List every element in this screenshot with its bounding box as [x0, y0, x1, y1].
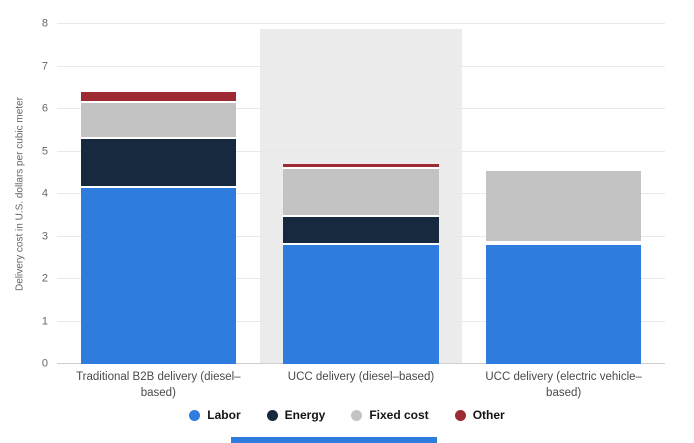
y-tick-label: 2: [41, 272, 48, 285]
legend-dot-fixed-cost: [351, 409, 363, 421]
bar-segment-other[interactable]: [80, 92, 237, 103]
bar-segment-fixed-cost[interactable]: [80, 102, 237, 139]
y-tick-label: 8: [41, 17, 48, 30]
legend-label: Labor: [207, 408, 241, 422]
x-axis-label: UCC delivery (diesel–based): [287, 371, 435, 383]
bar-segment-other[interactable]: [485, 168, 642, 171]
legend-item-other[interactable]: Other: [454, 408, 505, 422]
y-tick-label: 4: [41, 187, 48, 200]
legend-label: Energy: [284, 408, 326, 422]
legend-dot-energy: [266, 409, 278, 421]
gridline: [57, 108, 665, 109]
bar-segment-fixed-cost[interactable]: [485, 170, 642, 243]
x-axis-label: UCC delivery (electric vehicle–based): [485, 371, 642, 399]
x-axis-labels: Traditional B2B delivery (diesel–based) U…: [57, 370, 665, 401]
legend-label: Other: [472, 408, 505, 422]
bar-segment-other[interactable]: [283, 164, 439, 169]
y-tick-label: 6: [41, 102, 48, 115]
legend-label: Fixed cost: [369, 408, 429, 422]
gridline: [57, 65, 665, 67]
y-tick-label: 5: [41, 145, 48, 157]
bar-segment-energy[interactable]: [283, 217, 439, 245]
y-tick-label: 1: [41, 315, 48, 327]
y-tick-label: 7: [41, 60, 48, 72]
gridline: [57, 23, 665, 24]
x-axis-label: Traditional B2B delivery (diesel–based): [76, 371, 241, 399]
y-tick-label: 0: [41, 357, 48, 370]
legend: Labor Energy Fixed cost Other: [0, 408, 694, 422]
footer-partial-strip: [231, 437, 437, 443]
legend-item-fixed-cost[interactable]: Fixed cost: [351, 408, 429, 422]
bar-segment-energy[interactable]: [485, 242, 642, 245]
y-tick-label: 3: [41, 230, 48, 242]
y-axis-title: Delivery cost in U.S. dollars per cubic …: [14, 97, 26, 291]
bar-segment-fixed-cost[interactable]: [283, 168, 439, 218]
bar-segment-energy[interactable]: [80, 138, 237, 188]
bar-segment-labor[interactable]: [80, 187, 237, 364]
bar-segment-labor[interactable]: [485, 245, 642, 364]
legend-dot-labor: [189, 409, 201, 421]
plot-area: 0 1 2 3 4 5 6 7 8: [42, 18, 665, 369]
legend-item-energy[interactable]: Energy: [266, 408, 326, 422]
bar-segment-labor[interactable]: [283, 245, 439, 364]
legend-dot-other: [454, 409, 466, 421]
legend-item-labor[interactable]: Labor: [189, 408, 241, 422]
gridline: [57, 150, 665, 152]
